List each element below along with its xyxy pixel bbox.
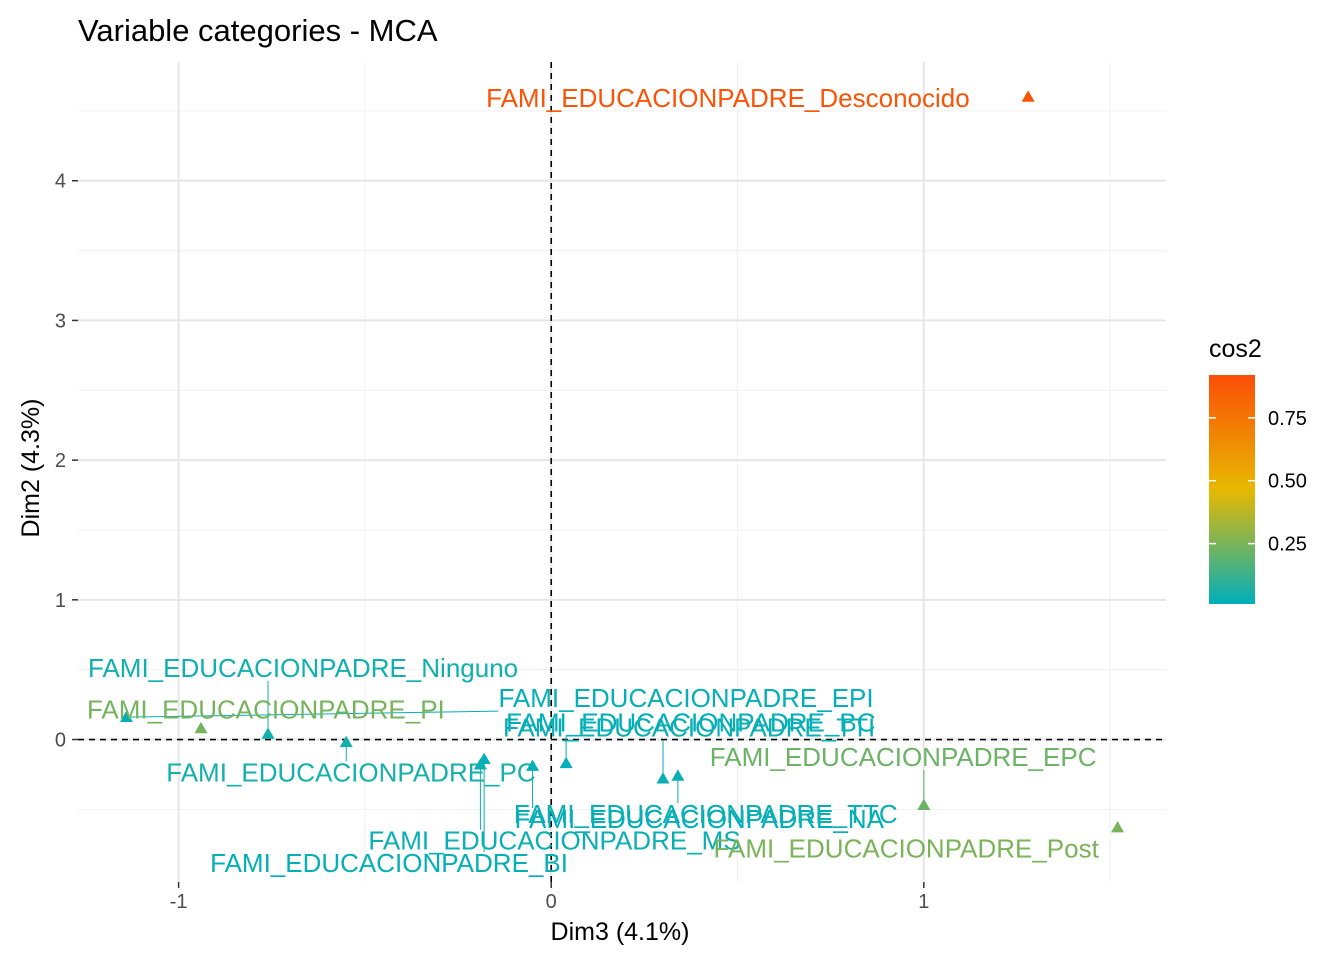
y-tick-label: 0 xyxy=(55,730,66,752)
point-label-na: FAMI_EDUCACIONPADRE_NA xyxy=(515,804,885,834)
point-pi xyxy=(194,721,208,734)
point-label-pi: FAMI_EDUCACIONPADRE_PI xyxy=(87,694,445,724)
point-label-ms: FAMI_EDUCACIONPADRE_MS xyxy=(368,826,740,856)
x-tick-label: 0 xyxy=(546,891,557,913)
legend-colorbar: cos2 0.25 0.50 0.75 xyxy=(1209,335,1307,604)
x-tick-label: 1 xyxy=(918,891,929,913)
y-tick-label: 2 xyxy=(55,450,66,472)
origin-lines xyxy=(78,62,1166,882)
point-epi xyxy=(119,710,133,723)
point-na xyxy=(526,759,540,771)
data-points xyxy=(119,90,1125,833)
point-label-post: FAMI_EDUCACIONPADRE_Post xyxy=(714,834,1100,864)
point-pc xyxy=(339,735,353,748)
point-labels: FAMI_EDUCACIONPADRE_Desconocido FAMI_EDUC… xyxy=(87,83,1100,878)
point-label-tti: FAMI_EDUCACIONPADRE_TTI xyxy=(503,713,875,743)
legend-tick-label: 0.75 xyxy=(1268,408,1307,430)
point-label-bi: FAMI_EDUCACIONPADRE_BI xyxy=(210,848,568,878)
x-axis-label: Dim3 (4.1%) xyxy=(551,918,690,946)
point-desconocido xyxy=(1021,90,1035,102)
point-bc xyxy=(559,756,573,769)
point-label-epi: FAMI_EDUCACIONPADRE_EPI xyxy=(498,683,873,713)
point-ttc xyxy=(671,769,685,781)
point-ninguno xyxy=(261,727,275,739)
connector-epi xyxy=(126,710,499,718)
y-tick-label: 1 xyxy=(55,590,66,612)
point-label-ttc: FAMI_EDUCACIONPADRE_TTC xyxy=(514,799,898,829)
point-label-bc: FAMI_EDUCACIONPADRE_BC xyxy=(506,707,875,737)
legend-tick-label: 0.50 xyxy=(1268,471,1307,493)
point-label-epc: FAMI_EDUCACIONPADRE_EPC xyxy=(710,742,1097,772)
label-connectors xyxy=(126,680,925,853)
y-tick-label: 3 xyxy=(55,310,66,332)
point-tti xyxy=(656,772,670,784)
legend-ticks: 0.25 0.50 0.75 xyxy=(1209,408,1307,556)
legend-title: cos2 xyxy=(1209,335,1262,363)
point-epc xyxy=(917,798,931,811)
y-tick-label: 4 xyxy=(55,171,66,193)
y-axis-label: Dim2 (4.3%) xyxy=(17,399,45,538)
axis-ticks: -1 0 1 0 1 2 3 4 xyxy=(55,171,929,913)
chart-title: Variable categories - MCA xyxy=(78,13,438,48)
point-ms xyxy=(473,758,487,770)
point-label-pc: FAMI_EDUCACIONPADRE_PC xyxy=(166,757,535,787)
point-label-ninguno: FAMI_EDUCACIONPADRE_Ninguno xyxy=(88,653,518,683)
point-post xyxy=(1111,821,1125,833)
legend-gradient-bar xyxy=(1209,375,1255,604)
legend-tick-label: 0.25 xyxy=(1268,534,1307,556)
x-tick-label: -1 xyxy=(170,891,188,913)
point-label-desconocido: FAMI_EDUCACIONPADRE_Desconocido xyxy=(486,83,970,113)
